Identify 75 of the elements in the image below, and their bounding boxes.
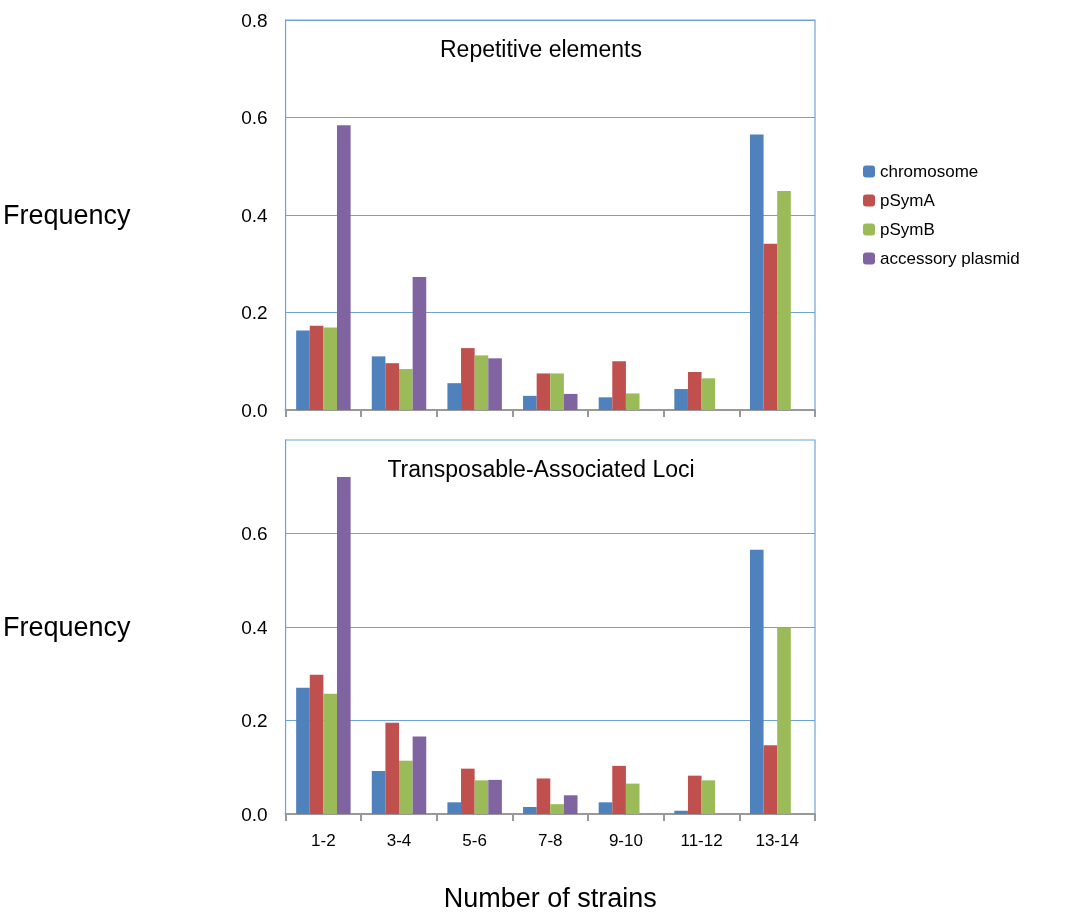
bar: [625, 783, 640, 814]
legend-label: pSymA: [880, 191, 936, 210]
bar: [474, 780, 489, 814]
bar: [687, 371, 702, 410]
bar: [598, 397, 613, 410]
bar: [412, 276, 427, 410]
bar: [296, 687, 310, 814]
bar: [550, 804, 564, 814]
y-tick-label: 0.6: [241, 107, 268, 128]
bar: [687, 775, 702, 814]
x-tick-label: 11-12: [680, 831, 723, 850]
x-tick-label: 9-10: [608, 831, 643, 850]
bar: [447, 802, 462, 814]
y-tick-label: 0.0: [241, 399, 268, 421]
bar: [749, 549, 764, 814]
bar: [309, 325, 324, 410]
legend-label: pSymB: [880, 220, 935, 239]
bar: [371, 356, 386, 410]
bar: [337, 125, 351, 410]
bar: [323, 327, 337, 410]
bar: [612, 361, 626, 410]
bar: [296, 330, 310, 410]
bar: [309, 674, 324, 814]
bar: [399, 369, 413, 410]
legend-label: accessory plasmid: [880, 249, 1020, 268]
x-tick-label: 7-8: [537, 831, 563, 850]
bar: [612, 765, 626, 814]
bar: [461, 348, 475, 410]
bar: [399, 760, 413, 814]
bar: [412, 736, 427, 814]
bar: [474, 355, 489, 410]
bar: [598, 802, 613, 814]
bar: [488, 358, 502, 410]
text: Repetitive elements: [440, 35, 642, 62]
bar: [550, 373, 564, 410]
bar: [536, 778, 551, 814]
bar: [488, 779, 502, 814]
bar: [337, 476, 351, 814]
bar: [674, 810, 688, 814]
bar: [323, 693, 337, 814]
bar: [461, 768, 475, 814]
x-tick-label: 5-6: [462, 831, 487, 850]
y-tick-label: 0.2: [241, 710, 268, 731]
bar: [385, 363, 400, 410]
text: Transposable-Associated Loci: [387, 455, 695, 482]
y-tick-label: 0.4: [241, 204, 268, 226]
bar: [371, 770, 386, 814]
bar: [536, 373, 551, 410]
bar: [701, 780, 716, 814]
bar: [385, 722, 400, 814]
y-tick-label: 0.4: [241, 616, 268, 638]
bar: [777, 191, 791, 410]
y-tick-label: 0.2: [241, 302, 268, 323]
bar: [777, 627, 791, 814]
bar: [447, 383, 462, 410]
bar: [674, 389, 688, 410]
y-tick-label: 0.6: [241, 523, 268, 544]
x-tick-label: 13-14: [755, 831, 799, 850]
legend-label: chromosome: [880, 162, 979, 181]
bar: [701, 378, 716, 410]
bar: [749, 134, 764, 410]
bar: [563, 393, 578, 410]
bar: [523, 806, 537, 814]
y-axis-title: Frequency: [2, 612, 132, 642]
bar: [763, 243, 778, 410]
x-tick-label: 1-2: [311, 831, 336, 850]
bar: [763, 745, 778, 814]
y-axis-title: Frequency: [2, 200, 132, 230]
x-axis-title: Number of strains: [443, 882, 657, 913]
bar: [563, 795, 578, 814]
bar: [625, 393, 640, 410]
y-tick-label: 0.8: [241, 9, 268, 31]
x-tick-label: 3-4: [386, 831, 412, 850]
bar: [523, 395, 537, 410]
y-tick-label: 0.0: [241, 803, 268, 825]
